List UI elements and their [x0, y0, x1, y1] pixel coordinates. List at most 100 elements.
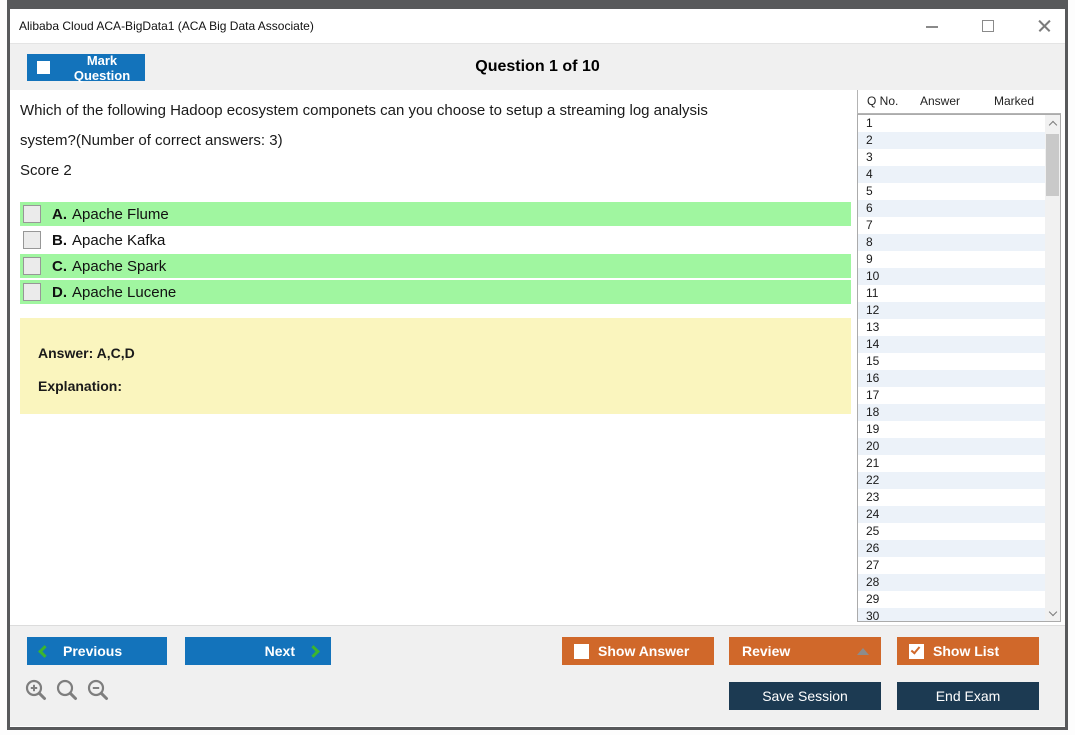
question-list-row[interactable]: 13 [866, 320, 880, 334]
question-list-row[interactable]: 21 [866, 456, 880, 470]
question-list-row[interactable]: 18 [858, 404, 1045, 421]
zoom-out-icon[interactable] [86, 678, 110, 702]
answer-box: Answer: A,C,D Explanation: [20, 318, 851, 414]
check-icon [910, 643, 921, 655]
question-list-row[interactable]: 25 [866, 524, 880, 538]
scrollbar[interactable] [1045, 115, 1060, 621]
question-list-row[interactable]: 17 [866, 388, 880, 402]
header-bar: Mark Question Question 1 of 10 [10, 43, 1065, 90]
chevron-right-icon [307, 644, 320, 658]
question-text: Which of the following Hadoop ecosystem … [20, 102, 708, 149]
next-button[interactable]: Next [185, 637, 331, 665]
question-list-row[interactable]: 6 [858, 200, 1045, 217]
option-d-checkbox[interactable] [23, 283, 41, 301]
footer-bar: Previous Next Show Answer Review Show Li… [10, 625, 1065, 726]
close-button[interactable] [1037, 19, 1051, 33]
minimize-icon [926, 26, 938, 28]
mark-question-checkbox[interactable] [37, 61, 50, 74]
question-list-row[interactable]: 28 [858, 574, 1045, 591]
option-a-checkbox[interactable] [23, 205, 41, 223]
question-list-row[interactable]: 16 [858, 370, 1045, 387]
show-answer-label: Show Answer [598, 643, 690, 659]
main-content: Which of the following Hadoop ecosystem … [10, 90, 1065, 625]
option-b-checkbox[interactable] [23, 231, 41, 249]
end-exam-button[interactable]: End Exam [897, 682, 1039, 710]
option-row-a[interactable]: A. Apache Flume [20, 202, 851, 226]
question-list-row[interactable]: 19 [866, 422, 880, 436]
option-text: Apache Kafka [72, 231, 166, 249]
show-list-checkbox[interactable] [909, 643, 924, 659]
previous-button[interactable]: Previous [27, 637, 167, 665]
question-list-rows: 1 2 3 4 5 6 7 8 9 10 11 12 13 14 15 16 17 18 19 20 21 22 23 24 2… [858, 115, 1045, 621]
option-letter: D. [52, 283, 67, 301]
question-list-row[interactable]: 9 [866, 252, 873, 266]
scroll-down-icon[interactable] [1045, 605, 1060, 621]
option-row-c[interactable]: C. Apache Spark [20, 254, 851, 278]
end-exam-label: End Exam [935, 688, 1001, 704]
question-list-row[interactable]: 12 [858, 302, 1045, 319]
question-list-row[interactable]: 26 [858, 540, 1045, 557]
question-list-row[interactable]: 4 [858, 166, 1045, 183]
question-list-row[interactable]: 24 [858, 506, 1045, 523]
question-counter: Question 1 of 10 [475, 58, 600, 75]
header-marked: Marked [994, 94, 1035, 108]
question-list-row[interactable]: 3 [866, 150, 873, 164]
question-list-row[interactable]: 20 [858, 438, 1045, 455]
app-window: Alibaba Cloud ACA-BigData1 (ACA Big Data… [7, 0, 1068, 730]
question-list-row[interactable]: 8 [858, 234, 1045, 251]
header-answer: Answer [920, 94, 961, 108]
option-letter: A. [52, 205, 67, 223]
header-qno: Q No. [867, 94, 899, 108]
maximize-icon [982, 20, 994, 32]
question-list-row[interactable]: 5 [866, 184, 873, 198]
question-list-row[interactable]: 10 [858, 268, 1045, 285]
question-list-row[interactable]: 2 [858, 132, 1045, 149]
zoom-in-icon[interactable] [24, 678, 48, 702]
zoom-tools [24, 678, 110, 702]
question-list: 1 2 3 4 5 6 7 8 9 10 11 12 13 14 15 16 17 18 19 20 21 22 23 24 2… [857, 114, 1061, 622]
option-row-b[interactable]: B. Apache Kafka [20, 228, 851, 252]
question-list-row[interactable]: 29 [866, 592, 880, 606]
show-list-button[interactable]: Show List [897, 637, 1039, 665]
show-list-label: Show List [933, 643, 1000, 659]
scrollbar-thumb[interactable] [1046, 134, 1059, 196]
answer-text: Answer: A,C,D [38, 345, 135, 361]
show-answer-button[interactable]: Show Answer [562, 637, 714, 665]
question-list-row[interactable]: 11 [866, 286, 879, 300]
question-list-row[interactable]: 7 [866, 218, 873, 232]
show-answer-checkbox[interactable] [574, 643, 589, 659]
save-session-button[interactable]: Save Session [729, 682, 881, 710]
triangle-up-icon [857, 647, 869, 655]
mark-question-button[interactable]: Mark Question [27, 52, 145, 83]
minimize-button[interactable] [925, 19, 939, 33]
options-list: A. Apache Flume B. Apache Kafka C. Apach… [20, 202, 855, 304]
maximize-button[interactable] [981, 19, 995, 33]
explanation-text: Explanation: [38, 378, 123, 394]
question-list-row[interactable]: 30 [858, 608, 1045, 621]
chevron-left-icon [38, 644, 51, 658]
question-list-row[interactable]: 15 [866, 354, 880, 368]
save-session-label: Save Session [762, 688, 848, 704]
question-list-row[interactable]: 14 [858, 336, 1045, 353]
question-score: Score 2 [20, 162, 72, 179]
mark-question-label: Mark Question [73, 52, 131, 83]
review-button[interactable]: Review [729, 637, 881, 665]
question-list-row[interactable]: 1 [866, 116, 873, 130]
window-controls [925, 9, 1051, 43]
option-c-checkbox[interactable] [23, 257, 41, 275]
question-list-header: Q No. Answer Marked [857, 90, 1061, 114]
question-list-row[interactable]: 22 [858, 472, 1045, 489]
zoom-reset-icon[interactable] [55, 678, 79, 702]
option-letter: B. [52, 231, 67, 249]
option-row-d[interactable]: D. Apache Lucene [20, 280, 851, 304]
next-label: Next [264, 643, 295, 659]
option-text: Apache Flume [72, 205, 169, 223]
question-list-panel: Q No. Answer Marked 1 2 3 4 5 6 7 8 9 10 11 12 13 14 1… [857, 90, 1061, 625]
question-list-row[interactable]: 23 [866, 490, 880, 504]
option-text: Apache Lucene [72, 283, 177, 301]
scroll-up-icon[interactable] [1045, 115, 1060, 131]
option-letter: C. [52, 257, 67, 275]
previous-label: Previous [63, 643, 123, 659]
question-list-row[interactable]: 27 [866, 558, 880, 572]
